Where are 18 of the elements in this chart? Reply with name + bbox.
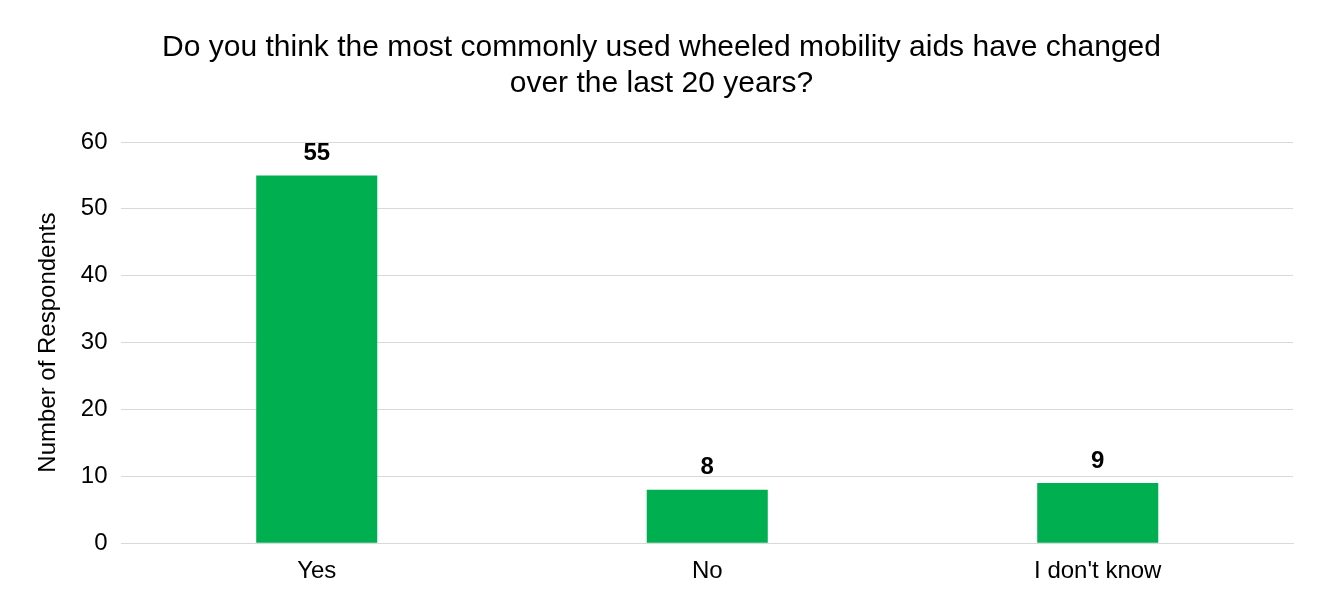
y-axis-title: Number of Respondents	[33, 212, 61, 473]
data-label: 9	[1091, 445, 1105, 473]
y-tick-label: 20	[80, 394, 108, 422]
y-tick-label: 10	[80, 460, 108, 488]
x-tick-label: I don't know	[1034, 556, 1163, 584]
bar	[256, 175, 378, 543]
x-tick-label: No	[691, 556, 723, 584]
data-label: 8	[700, 452, 714, 480]
x-tick-label: Yes	[297, 556, 337, 584]
data-label: 55	[303, 138, 331, 166]
bar	[646, 489, 768, 543]
chart-title: Do you think the most commonly used wheeled mobility aids have changed over the last 20 years?	[162, 29, 1161, 99]
y-tick-label: 40	[80, 260, 108, 288]
y-tick-label: 0	[94, 527, 108, 555]
y-tick-label: 60	[80, 126, 108, 154]
bar	[1037, 483, 1159, 543]
y-tick-label: 30	[80, 327, 108, 355]
y-tick-label: 50	[80, 193, 108, 221]
